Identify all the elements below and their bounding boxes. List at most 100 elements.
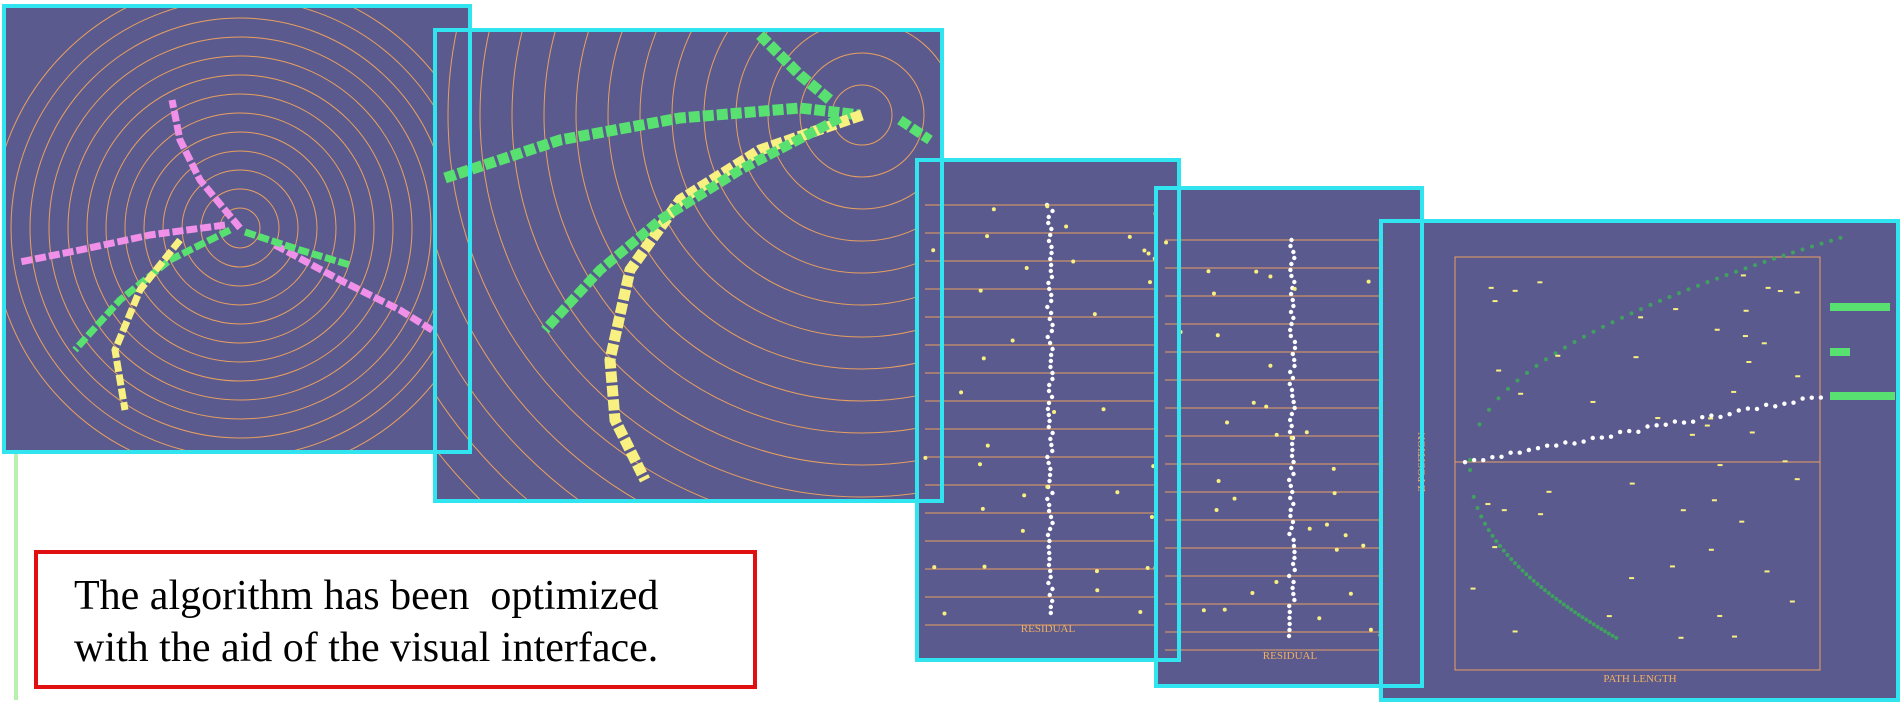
fit-dot: [1491, 534, 1495, 538]
fit-dot: [1498, 544, 1502, 548]
fit-dot: [1839, 236, 1843, 240]
hit: [986, 444, 990, 448]
fit-dot: [1614, 636, 1618, 640]
hit: [1718, 415, 1722, 419]
fit-dot: [1494, 539, 1498, 543]
hit: [1291, 592, 1295, 596]
fit-dot: [1487, 408, 1491, 412]
hit: [1609, 435, 1613, 439]
hit: [1050, 347, 1054, 351]
hit: [1755, 407, 1759, 411]
hit: [1293, 568, 1297, 572]
hit: [1536, 446, 1540, 450]
hit: [1288, 418, 1292, 422]
hit: [1288, 610, 1292, 614]
hit: [1705, 425, 1710, 427]
hit: [1049, 263, 1053, 267]
hit: [1049, 245, 1053, 249]
hit: [1206, 269, 1210, 273]
hit: [1289, 484, 1293, 488]
hit: [1709, 413, 1713, 417]
hit: [1289, 310, 1293, 314]
hit: [1202, 608, 1206, 612]
hit: [1518, 393, 1523, 395]
fit-dot: [1599, 627, 1603, 631]
fit-dot: [1649, 303, 1653, 307]
hit: [1718, 464, 1723, 466]
fit-dot: [1573, 610, 1577, 614]
hit: [1050, 377, 1054, 381]
hit: [1287, 532, 1291, 536]
hit: [1795, 375, 1800, 377]
fit-dot: [1829, 239, 1833, 243]
hit: [942, 611, 946, 615]
hit: [1148, 280, 1152, 284]
fit-dot: [1472, 495, 1476, 499]
fit-dot: [1603, 629, 1607, 633]
fit-dot: [1539, 585, 1543, 589]
hit: [1554, 443, 1558, 447]
hit: [1293, 346, 1297, 350]
fit-dot: [1554, 351, 1558, 355]
hit: [1290, 388, 1294, 392]
hit: [1289, 292, 1293, 296]
hit: [1291, 400, 1295, 404]
hit: [1290, 412, 1294, 416]
fit-dot: [1582, 335, 1586, 339]
hit: [1049, 359, 1053, 363]
hit: [1047, 503, 1051, 507]
hit: [1290, 394, 1294, 398]
hit: [1048, 467, 1052, 471]
hit: [1291, 460, 1295, 464]
path-length-plot: [1381, 221, 1898, 700]
hit: [1682, 420, 1686, 424]
hit: [1590, 401, 1595, 403]
event-display: [0, 0, 488, 476]
hit: [1513, 290, 1518, 292]
fit-dot: [1577, 613, 1581, 617]
fit-dot: [1630, 311, 1634, 315]
hit: [1142, 249, 1146, 253]
hit: [1287, 574, 1291, 578]
hit: [931, 248, 935, 252]
hit: [1335, 548, 1339, 552]
hit: [1254, 270, 1258, 274]
hit: [1790, 601, 1795, 603]
hit: [1493, 300, 1498, 302]
hit: [1252, 401, 1256, 405]
hit: [1502, 509, 1507, 511]
hit: [1291, 376, 1295, 380]
hit: [1819, 395, 1823, 399]
hit: [1048, 365, 1052, 369]
hit: [1138, 610, 1142, 614]
hit: [1045, 305, 1049, 309]
hit: [1288, 370, 1292, 374]
hit: [1250, 591, 1254, 595]
histogram-bar: [1830, 303, 1890, 311]
hit: [1291, 562, 1295, 566]
hit: [1291, 304, 1295, 308]
hit: [1291, 298, 1295, 302]
hit: [1333, 491, 1337, 495]
hit: [1810, 395, 1814, 399]
hit: [1654, 423, 1658, 427]
hit: [1292, 544, 1296, 548]
hit: [1047, 239, 1051, 243]
histogram-bar: [1830, 348, 1850, 356]
hit: [979, 289, 983, 293]
fit-dot: [1753, 263, 1757, 267]
hit: [1287, 628, 1291, 632]
hit: [982, 356, 986, 360]
hit: [1292, 256, 1296, 260]
hit: [1293, 340, 1297, 344]
hit: [1268, 364, 1272, 368]
hit: [1288, 328, 1292, 332]
hit: [1047, 509, 1051, 513]
hit: [1638, 316, 1643, 318]
hit: [1670, 565, 1675, 567]
hit: [1047, 401, 1051, 405]
hit: [1731, 391, 1736, 393]
hit: [1047, 383, 1051, 387]
hit: [1518, 450, 1522, 454]
hit: [985, 234, 989, 238]
